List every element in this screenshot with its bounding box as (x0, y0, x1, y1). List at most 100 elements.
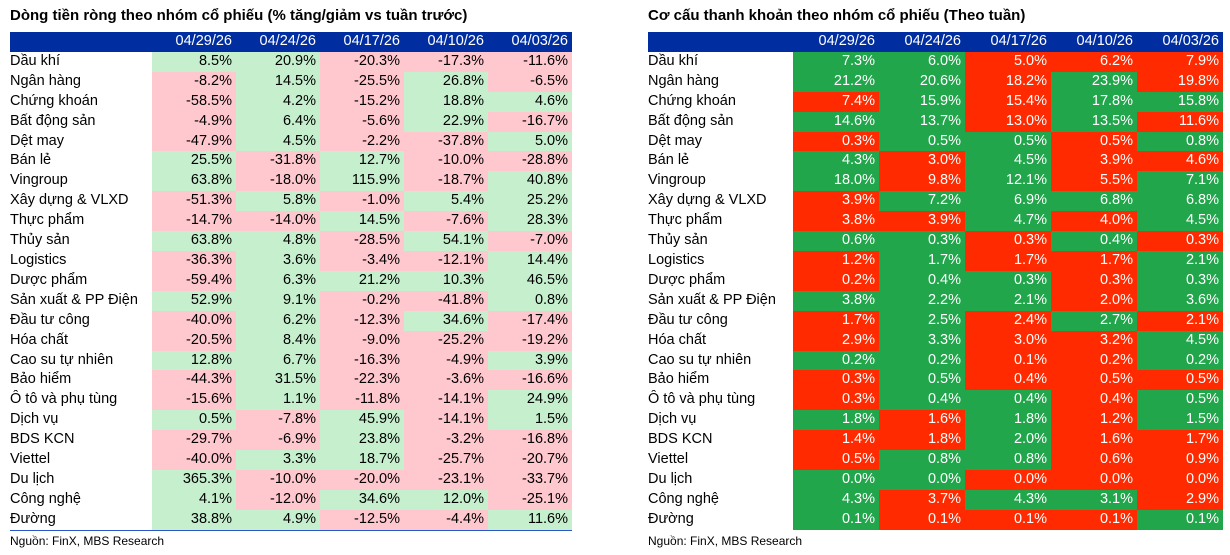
net-flow-row-label: Đầu tư công (10, 311, 90, 328)
liquidity-row-label: Viettel (648, 451, 689, 468)
liquidity-value-cell: 7.9% (1137, 51, 1223, 72)
net-flow-value-cell: -12.3% (320, 310, 404, 331)
liquidity-value-cell: 0.5% (793, 450, 879, 470)
liquidity-row-label: Bảo hiểm (648, 371, 710, 388)
liquidity-value-cell: 4.0% (1051, 211, 1137, 232)
net-flow-value-cell: -1.0% (320, 191, 404, 212)
liquidity-source: Nguồn: FinX, MBS Research (648, 534, 803, 548)
net-flow-value-cell: -14.7% (152, 211, 236, 232)
liquidity-table-row: Cao su tự nhiên 0.2% 0.2% 0.1% 0.2% 0.2% (648, 350, 1223, 371)
liquidity-value-cell: 13.5% (1051, 111, 1137, 132)
liquidity-value-cell: 1.6% (879, 410, 965, 431)
net-flow-table-row: Dược phẩm -59.4% 6.3% 21.2% 10.3% 46.5% (10, 270, 572, 291)
liquidity-value-cell: 13.0% (965, 111, 1051, 132)
liquidity-value-cell: 1.7% (879, 250, 965, 271)
liquidity-value-cell: 2.0% (965, 430, 1051, 451)
net-flow-value-cell: -58.5% (152, 91, 236, 112)
net-flow-table-row: Dầu khí 8.5% 20.9% -20.3% -17.3% -11.6% (10, 51, 572, 72)
liquidity-value-cell: 0.3% (965, 231, 1051, 251)
liquidity-value-cell: 0.6% (1051, 450, 1137, 470)
net-flow-value-cell: 14.5% (236, 71, 320, 92)
net-flow-value-cell: 18.8% (404, 91, 488, 112)
liquidity-value-cell: 4.5% (1137, 211, 1223, 232)
liquidity-value-cell: 6.8% (1137, 191, 1223, 212)
liquidity-value-cell: 3.8% (793, 211, 879, 232)
liquidity-row-label: Ngân hàng (648, 72, 719, 89)
net-flow-value-cell: -7.8% (236, 410, 320, 431)
liquidity-value-cell: 2.4% (965, 310, 1051, 331)
liquidity-title: Cơ cấu thanh khoản theo nhóm cổ phiếu (T… (648, 7, 1026, 24)
liquidity-value-cell: 15.9% (879, 91, 965, 112)
net-flow-value-cell: -36.3% (152, 250, 236, 271)
net-flow-value-cell: -17.3% (404, 51, 488, 72)
net-flow-value-cell: 6.2% (236, 310, 320, 331)
net-flow-value-cell: 38.8% (152, 509, 236, 530)
liquidity-value-cell: 5.5% (1051, 171, 1137, 192)
liquidity-row-label: Du lịch (648, 470, 693, 487)
net-flow-value-cell: 63.8% (152, 231, 236, 251)
liquidity-value-cell: 1.2% (1051, 410, 1137, 431)
net-flow-value-cell: -20.3% (320, 51, 404, 72)
liquidity-table: 04/29/26 04/24/26 04/17/26 04/10/26 04/03/26… (648, 32, 1223, 530)
liquidity-header-row: 04/29/26 04/24/26 04/17/26 04/10/26 04/03/26 (648, 32, 1223, 52)
net-flow-table-row: Dịch vụ 0.5% -7.8% 45.9% -14.1% 1.5% (10, 410, 572, 431)
net-flow-source: Nguồn: FinX, MBS Research (10, 534, 165, 548)
net-flow-value-cell: 14.4% (488, 250, 572, 271)
liquidity-value-cell: 0.1% (965, 509, 1051, 530)
liquidity-row-label: Sản xuất & PP Điện (648, 291, 776, 308)
liquidity-value-cell: 4.7% (965, 211, 1051, 232)
liquidity-value-cell: 0.0% (879, 469, 965, 490)
net-flow-value-cell: 45.9% (320, 410, 404, 431)
liquidity-column-header: 04/29/26 (793, 32, 879, 52)
liquidity-column-header: 04/03/26 (1137, 32, 1223, 52)
net-flow-table-row: Dệt may -47.9% 4.5% -2.2% -37.8% 5.0% (10, 131, 572, 152)
net-flow-row-label: BDS KCN (10, 431, 75, 448)
net-flow-row-label: Xây dựng & VLXD (10, 192, 129, 209)
liquidity-row-label: Thực phẩm (648, 212, 723, 229)
net-flow-value-cell: -28.8% (488, 151, 572, 172)
net-flow-value-cell: 3.9% (488, 350, 572, 371)
liquidity-value-cell: 0.3% (879, 231, 965, 251)
net-flow-value-cell: 8.5% (152, 51, 236, 72)
net-flow-value-cell: 3.6% (236, 250, 320, 271)
net-flow-column-header: 04/10/26 (404, 32, 488, 52)
liquidity-value-cell: 11.6% (1137, 111, 1223, 132)
net-flow-row-label: Dịch vụ (10, 411, 59, 428)
liquidity-value-cell: 6.2% (1051, 51, 1137, 72)
net-flow-value-cell: 4.1% (152, 489, 236, 510)
liquidity-row-label: Dược phẩm (648, 271, 726, 288)
net-flow-value-cell: -5.6% (320, 111, 404, 132)
net-flow-value-cell: -51.3% (152, 191, 236, 212)
net-flow-table-row: Đầu tư công -40.0% 6.2% -12.3% 34.6% -17.4% (10, 310, 572, 331)
liquidity-row-label: Công nghệ (648, 490, 719, 507)
net-flow-column-header: 04/03/26 (488, 32, 572, 52)
liquidity-row-label: Bán lẻ (648, 152, 690, 169)
net-flow-row-label: Bảo hiểm (10, 371, 72, 388)
liquidity-value-cell: 4.5% (965, 151, 1051, 172)
net-flow-title: Dòng tiền ròng theo nhóm cổ phiếu (% tăn… (10, 7, 468, 24)
net-flow-value-cell: -15.2% (320, 91, 404, 112)
net-flow-value-cell: 5.4% (404, 191, 488, 212)
net-flow-column-header: 04/17/26 (320, 32, 404, 52)
liquidity-value-cell: 0.2% (793, 350, 879, 371)
liquidity-value-cell: 0.2% (1051, 350, 1137, 371)
net-flow-table-row: Du lịch 365.3% -10.0% -20.0% -23.1% -33.7% (10, 469, 572, 490)
liquidity-table-row: Hóa chất 2.9% 3.3% 3.0% 3.2% 4.5% (648, 330, 1223, 351)
net-flow-column-header: 04/24/26 (236, 32, 320, 52)
net-flow-value-cell: -44.3% (152, 370, 236, 391)
liquidity-row-label: Bất động sản (648, 112, 734, 129)
liquidity-value-cell: 0.2% (879, 350, 965, 371)
net-flow-value-cell: -14.1% (404, 410, 488, 431)
liquidity-table-row: Du lịch 0.0% 0.0% 0.0% 0.0% 0.0% (648, 469, 1223, 490)
liquidity-value-cell: 7.1% (1137, 171, 1223, 192)
liquidity-value-cell: 0.8% (965, 450, 1051, 470)
liquidity-table-row: Xây dựng & VLXD 3.9% 7.2% 6.9% 6.8% 6.8% (648, 191, 1223, 212)
net-flow-value-cell: 12.0% (404, 489, 488, 510)
net-flow-value-cell: -6.5% (488, 71, 572, 92)
net-flow-value-cell: 0.8% (488, 290, 572, 311)
net-flow-table-row: Công nghệ 4.1% -12.0% 34.6% 12.0% -25.1% (10, 489, 572, 510)
liquidity-column-header: 04/10/26 (1051, 32, 1137, 52)
net-flow-table-row: Bất động sản -4.9% 6.4% -5.6% 22.9% -16.7% (10, 111, 572, 132)
net-flow-value-cell: -40.0% (152, 310, 236, 331)
liquidity-value-cell: 14.6% (793, 111, 879, 132)
